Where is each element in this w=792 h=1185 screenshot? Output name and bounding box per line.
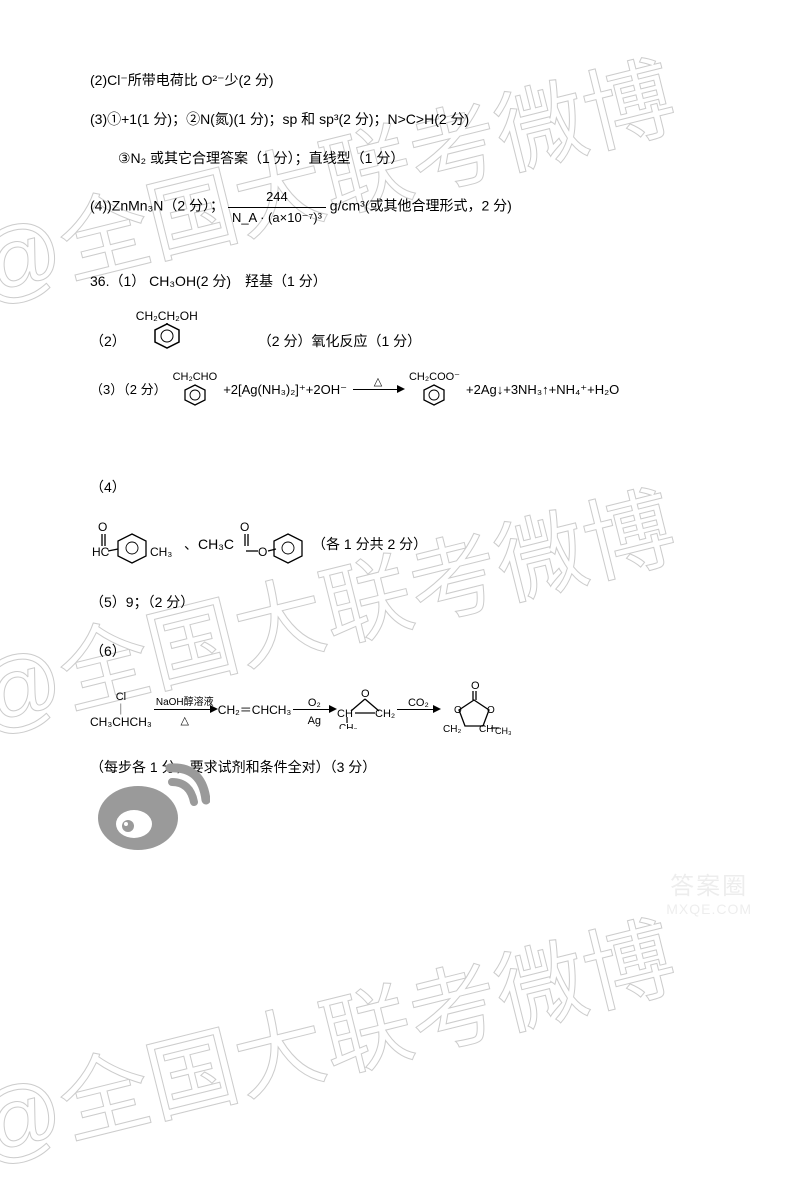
watermark-3: @全国大联考微博 [0,885,686,1185]
phenylacetaldehyde: CH₂CHO [173,370,218,408]
rxn3-left-sub: CH₂CHO [173,371,218,383]
svg-text:CH: CH [337,708,353,720]
benzene-ring-icon [422,384,446,406]
tollens-reagent: +2[Ag(NH₃)₂]⁺+2OH⁻ [223,380,347,400]
q36-part2: （2） CH₂CH₂OH （2 分）氧化反应（1 分） [90,310,710,352]
fraction-denominator: N_A · (a×10⁻⁷)³ [228,208,326,228]
rxn3-right-sub: CH₂COO⁻ [409,371,460,383]
svg-text:O: O [98,520,107,534]
phenylethanol-structure: CH₂CH₂OH [136,310,198,352]
q36-part6-reaction: Cl ｜ CH₃CHCH₃ NaOH醇溶液 △ CH₂＝CHCH₃ O₂ Ag … [90,680,710,739]
arrow1-top: NaOH醇溶液 [154,695,216,710]
reaction-arrow-icon: O₂ Ag [293,709,335,710]
q36-part4-label: （4） [90,477,710,498]
q36-2-tail: （2 分）氧化反应（1 分） [258,331,421,352]
chloropropane-formula: CH₃CHCH₃ [90,715,152,729]
rxn3-products: +2Ag↓+3NH₃↑+NH₄⁺+H₂O [466,380,619,400]
benzene-ring-icon [183,384,207,406]
svg-text:CH₃: CH₃ [339,723,358,729]
cl-label: Cl [116,691,126,703]
epoxide-icon: O CH CH₂ CH₃ [337,687,395,729]
q36-part6-label: （6） [90,641,710,662]
svg-text:O: O [471,680,480,692]
reaction-arrow-icon: NaOH醇溶液 △ [154,709,216,710]
document-content: (2)Cl⁻所带电荷比 O²⁻少(2 分) (3)①+1(1 分)；②N(氮)(… [90,70,710,796]
svg-text:CH₃: CH₃ [150,545,172,559]
ester-structure-icon: HC CH₃ O [90,516,180,571]
q35-part3a: (3)①+1(1 分)；②N(氮)(1 分)；sp 和 sp³(2 分)；N>C… [90,109,710,130]
q36-part1: 36.（1） CH₃OH(2 分) 羟基（1 分） [90,271,710,292]
svg-text:O: O [487,705,495,716]
fraction-numerator: 244 [228,187,326,208]
q36-4-tail: （各 1 分共 2 分） [312,534,427,555]
q36-2-label: （2） [90,331,126,352]
q36-part3: （3）（2 分） CH₂CHO +2[Ag(NH₃)₂]⁺+2OH⁻ △ CH₂… [90,370,710,408]
svg-text:CH: CH [479,724,493,735]
propylene-oxide: O CH CH₂ CH₃ [337,687,395,732]
delta-symbol: △ [353,374,403,391]
q35-4-suffix: g/cm³(或其他合理形式，2 分) [330,198,512,214]
struct2-substituent: CH₂CH₂OH [136,309,198,323]
q35-4-prefix: (4))ZnMn₃N（2 分）； [90,198,224,214]
arrow2-bot: Ag [293,713,335,730]
propylene-carbonate: O O O CH₂ CH CH₃ [441,680,511,739]
footer-watermark: 答案圈 MXQE.COM [666,866,752,917]
arrow2-top: O₂ [293,695,335,712]
chloropropane: Cl ｜ CH₃CHCH₃ [90,690,152,730]
q36-part5: （5）9；（2 分） [90,592,710,613]
weibo-logo-icon [90,760,210,860]
arrow3-top: CO₂ [397,695,439,712]
svg-text:O: O [361,688,370,700]
phenylacetate: CH₂COO⁻ [409,370,460,408]
q35-part2: (2)Cl⁻所带电荷比 O²⁻少(2 分) [90,70,710,91]
arrow1-bot: △ [154,713,216,730]
structure-4b: O O [238,516,308,574]
footer-wm-text2: MXQE.COM [666,901,752,917]
cyclic-carbonate-icon: O O O CH₂ CH CH₃ [441,680,511,736]
q36-3-label: （3）（2 分） [90,380,167,400]
propene: CH₂＝CHCH₃ [218,701,292,719]
benzene-ring-icon [153,323,181,349]
q35-part4: (4))ZnMn₃N（2 分）； 244 N_A · (a×10⁻⁷)³ g/c… [90,187,710,227]
structure-4a: HC CH₃ O [90,516,180,574]
reaction-arrow-icon: CO₂ [397,709,439,710]
svg-text:O: O [258,545,267,559]
structure-4b-prefix: 、CH₃C [184,534,234,555]
svg-text:HC: HC [92,545,110,559]
svg-text:CH₂: CH₂ [443,724,461,735]
svg-text:O: O [454,705,462,716]
svg-text:O: O [240,520,249,534]
footer-wm-text1: 答案圈 [666,866,752,901]
reaction-arrow-icon: △ [353,389,403,390]
q36-part4-structures: HC CH₃ O 、CH₃C O O （各 1 分 [90,516,710,574]
svg-text:CH₃: CH₃ [495,726,511,736]
q35-part3b: ③N₂ 或其它合理答案（1 分）；直线型（1 分） [118,148,710,169]
density-fraction: 244 N_A · (a×10⁻⁷)³ [228,187,326,227]
svg-text:CH₂: CH₂ [375,708,395,720]
ester-structure-icon: O O [238,516,308,571]
